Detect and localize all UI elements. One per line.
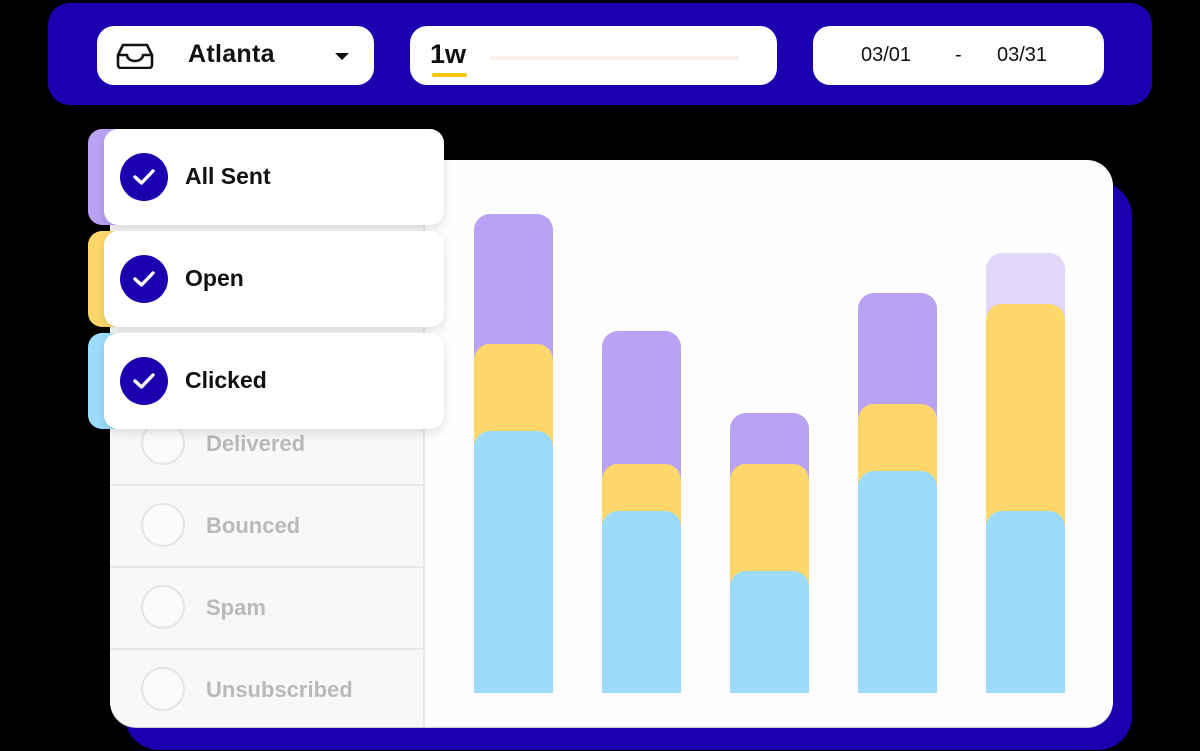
bar-group-5[interactable] — [986, 253, 1065, 693]
bar-clicked — [986, 511, 1065, 693]
active-range-indicator — [432, 73, 467, 77]
bar-group-1[interactable] — [474, 214, 553, 693]
date-separator: - — [955, 44, 962, 66]
filter-option-bounced[interactable]: Bounced — [110, 486, 423, 568]
filter-label: Delivered — [206, 431, 306, 456]
location-dropdown[interactable]: Atlanta — [97, 26, 374, 85]
start-date[interactable]: 03/01 — [861, 44, 912, 66]
bar-clicked — [858, 471, 937, 693]
filter-chip-open[interactable]: Open — [88, 231, 444, 327]
date-range-picker[interactable]: 03/01 - 03/31 — [813, 26, 1104, 85]
filter-option-unsubscribed[interactable]: Unsubscribed — [110, 650, 423, 727]
filter-label: Open — [185, 265, 244, 291]
checkbox-checked-icon[interactable] — [120, 357, 168, 405]
range-slider-track[interactable] — [490, 56, 739, 60]
radio-unchecked-icon[interactable] — [141, 503, 185, 547]
filter-label: Spam — [206, 595, 266, 620]
filter-label: Clicked — [185, 367, 267, 393]
caret-down-icon — [335, 53, 349, 60]
bar-group-3[interactable] — [730, 413, 809, 693]
bar-clicked — [730, 571, 809, 693]
time-range-selector[interactable]: 1w — [410, 26, 777, 85]
location-label: Atlanta — [188, 40, 275, 68]
time-range-label: 1w — [430, 39, 467, 69]
checkbox-checked-icon[interactable] — [120, 255, 168, 303]
filter-chip-clicked[interactable]: Clicked — [88, 333, 444, 429]
end-date[interactable]: 03/31 — [997, 44, 1048, 66]
bar-group-4[interactable] — [858, 293, 937, 693]
bar-clicked — [474, 431, 553, 693]
filter-chip-all-sent[interactable]: All Sent — [88, 129, 444, 225]
checkbox-checked-icon[interactable] — [120, 153, 168, 201]
filter-label: Unsubscribed — [206, 677, 353, 702]
filter-label: All Sent — [185, 163, 271, 189]
radio-unchecked-icon[interactable] — [141, 585, 185, 629]
filter-label: Bounced — [206, 513, 301, 538]
radio-unchecked-icon[interactable] — [141, 667, 185, 711]
bar-group-2[interactable] — [602, 331, 681, 693]
filter-option-spam[interactable]: Spam — [110, 568, 423, 650]
inbox-icon — [116, 43, 154, 69]
bar-clicked — [602, 511, 681, 693]
filter-toolbar: Atlanta 1w 03/01 - 03/31 — [48, 3, 1152, 105]
